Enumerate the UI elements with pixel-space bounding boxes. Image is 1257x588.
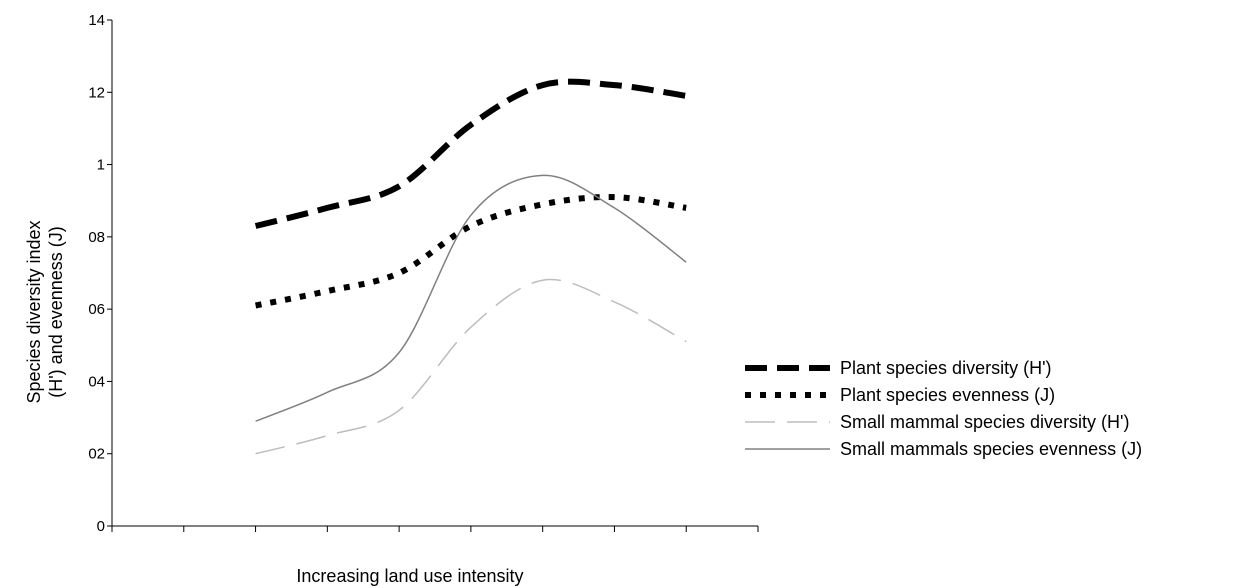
legend-label-1: Plant species diversity (H') <box>840 358 1052 378</box>
x-ticks <box>111 526 759 532</box>
y-tick-label: 08 <box>88 229 105 246</box>
series-lines <box>254 78 687 455</box>
y-tick-label: 14 <box>88 12 105 29</box>
series-line-2 <box>255 194 687 309</box>
legend: Plant species diversity (H') Plant specie… <box>745 358 1142 459</box>
y-tick-label: 02 <box>88 446 105 463</box>
y-axis-title: Species diversity index (H') and evennes… <box>24 220 66 403</box>
x-axis-title: Increasing land use intensity <box>296 566 523 586</box>
y-tick-label: 12 <box>88 84 105 101</box>
y-ticks: 0 02 04 06 08 1 12 14 <box>88 12 112 535</box>
y-tick-label: 04 <box>88 373 105 390</box>
axes <box>111 20 758 527</box>
legend-label-4: Small mammals species evenness (J) <box>840 439 1142 459</box>
y-tick-label: 0 <box>97 518 105 535</box>
legend-label-2: Plant species evenness (J) <box>840 385 1055 405</box>
y-axis-title-line-1: Species diversity index <box>24 220 44 403</box>
series-line-3 <box>255 278 687 455</box>
y-tick-label: 1 <box>97 157 105 174</box>
series-line-4 <box>255 174 687 422</box>
series-line-1 <box>254 78 687 229</box>
y-axis-title-line-2: (H') and evenness (J) <box>46 226 66 398</box>
y-tick-label: 06 <box>88 301 105 318</box>
legend-label-3: Small mammal species diversity (H') <box>840 412 1130 432</box>
